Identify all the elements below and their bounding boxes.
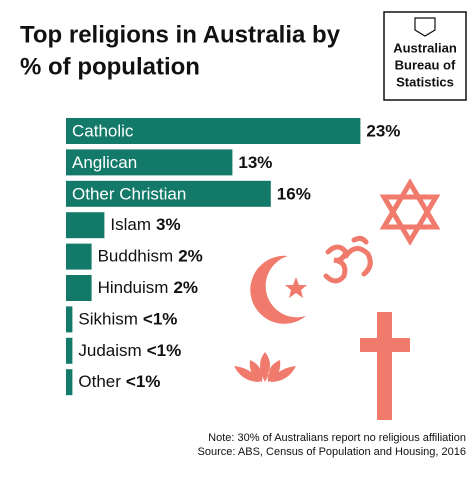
bar [66,212,105,239]
footnote: Note: 30% of Australians report no relig… [208,432,466,444]
category-label: Catholic [72,121,134,140]
star-of-david [379,178,441,246]
category-label: Sikhism [78,310,138,329]
value-label: 2% [173,278,198,297]
value-label: <1% [147,341,182,360]
crescent [250,255,306,324]
value-label: 13% [238,153,272,172]
cross [360,338,410,352]
bar [66,369,73,396]
title-line: % of population [20,53,200,80]
bar-label: Islam 3% [110,216,180,235]
logo-text: Bureau of [395,57,456,72]
cross [377,312,392,420]
bar-label: Sikhism <1% [78,310,177,329]
category-label: Islam [110,216,151,235]
title-line: Top religions in Australia by [20,21,341,48]
category-label: Hinduism [98,278,169,297]
bar-label: Buddhism 2% [98,247,203,266]
logo-text: Australian [393,40,457,55]
category-label: Buddhism [98,247,174,266]
bar-label: Judaism <1% [78,341,181,360]
value-label: 2% [178,247,203,266]
value-label: 23% [366,121,400,140]
logo-text: Statistics [396,74,454,89]
value-label: 3% [156,216,181,235]
value-label: 16% [277,184,311,203]
value-label: <1% [126,373,160,392]
icons [234,178,441,420]
logo-frame [383,11,467,101]
bar-label: Hinduism 2% [98,278,198,297]
bar [66,243,92,270]
category-label: Other Christian [72,184,186,203]
bar [66,337,73,364]
logo: Australian Bureau of Statistics [383,11,467,101]
bar [66,180,271,207]
bar [66,118,361,144]
bar [66,275,92,301]
logo-crest [414,17,436,37]
category-label: Judaism [78,341,141,360]
category-label: Other [78,373,121,392]
source: Source: ABS, Census of Population and Ho… [198,446,466,458]
lotus [234,352,296,382]
bar [66,149,233,176]
value-label: <1% [143,310,178,329]
bar-label: Other <1% [78,373,160,392]
om-symbol [323,235,373,284]
bar [66,306,73,333]
star [285,277,307,298]
category-label: Anglican [72,153,137,172]
